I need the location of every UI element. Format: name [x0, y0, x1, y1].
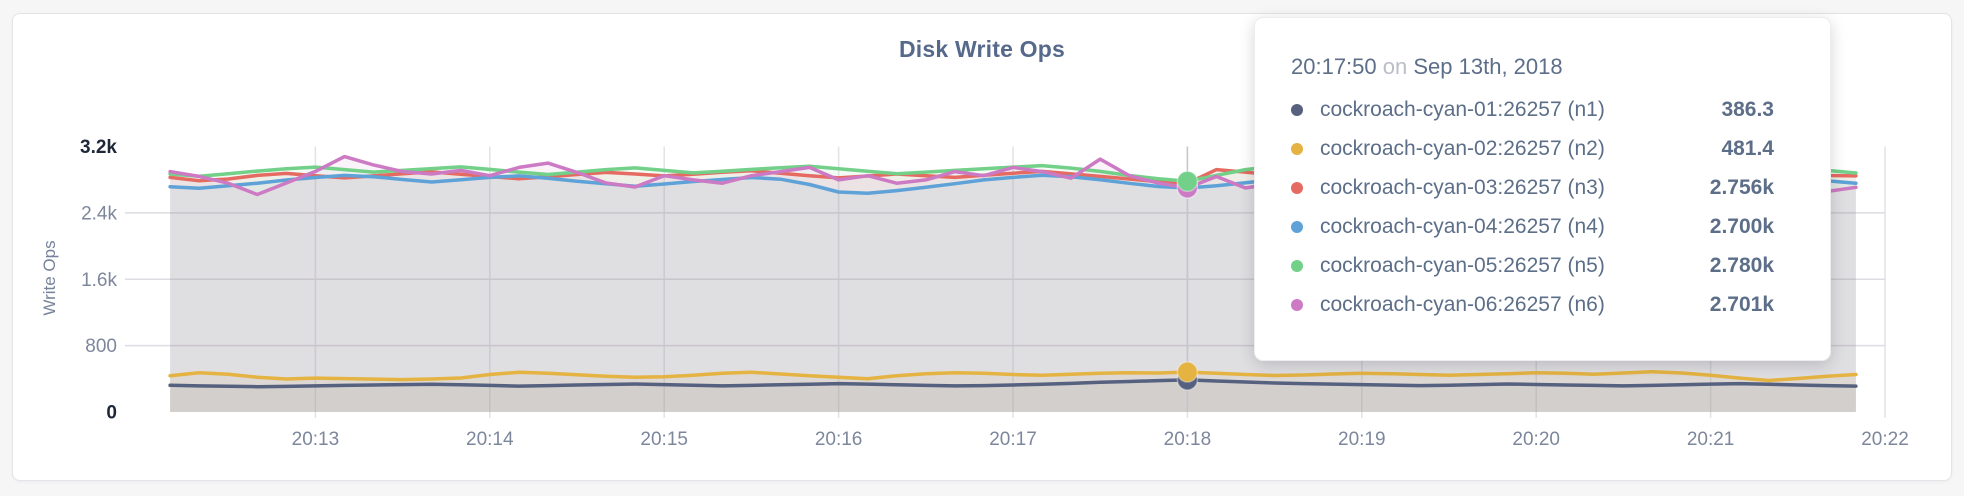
series-line [168, 378, 1858, 389]
x-tick-label: 20:20 [1512, 429, 1560, 450]
series-color-dot [1291, 220, 1303, 233]
tooltip-time: 20:17:50 [1291, 54, 1377, 79]
chart-title: Disk Write Ops [899, 36, 1065, 62]
y-tick-label: 0 [106, 403, 117, 424]
x-tick-label: 20:14 [466, 429, 514, 450]
series-label: cockroach-cyan-05:26257 (n5) [1320, 253, 1605, 277]
series-color-dot [1291, 142, 1303, 155]
x-tick-label: 20:19 [1338, 429, 1386, 450]
series-color-dot [1291, 181, 1303, 194]
x-axis-ticks: 20:13 20:14 20:15 20:16 20:17 20:18 20:19 20:20… [292, 429, 1909, 450]
y-axis-ticks: 0 800 1.6k 2.4k 3.2k [80, 137, 117, 424]
series-label: cockroach-cyan-06:26257 (n6) [1320, 292, 1605, 316]
tooltip-row: cockroach-cyan-05:26257 (n5) 2.780k [1291, 246, 1774, 285]
series-label: cockroach-cyan-01:26257 (n1) [1320, 97, 1605, 121]
x-tick-label: 20:17 [989, 429, 1037, 450]
tooltip-row: cockroach-cyan-02:26257 (n2) 481.4 [1291, 129, 1774, 168]
y-tick-label: 800 [85, 336, 117, 357]
tooltip-row: cockroach-cyan-03:26257 (n3) 2.756k [1291, 168, 1774, 207]
x-tick-label: 20:18 [1164, 429, 1212, 450]
y-tick-label: 2.4k [81, 203, 117, 224]
x-tick-label: 20:13 [292, 429, 340, 450]
series-color-dot [1291, 103, 1303, 116]
series-value: 481.4 [1721, 136, 1774, 160]
series-value: 2.780k [1709, 253, 1774, 277]
tooltip-row: cockroach-cyan-04:26257 (n4) 2.700k [1291, 207, 1774, 246]
series-color-dot [1291, 259, 1303, 272]
tooltip-date: Sep 13th, 2018 [1413, 54, 1563, 79]
series-value: 2.756k [1709, 175, 1774, 199]
hover-dot [1176, 170, 1199, 193]
x-tick-label: 20:16 [815, 429, 863, 450]
y-tick-label: 1.6k [81, 270, 117, 291]
series-area [170, 371, 1856, 412]
tooltip-conjunction: on [1382, 54, 1408, 79]
series-label: cockroach-cyan-02:26257 (n2) [1320, 136, 1605, 160]
x-tick-label: 20:15 [640, 429, 688, 450]
series-value: 2.700k [1709, 214, 1774, 238]
series-color-dot [1291, 298, 1303, 311]
hover-tooltip: 20:17:50 on Sep 13th, 2018 cockroach-cya… [1254, 17, 1831, 361]
hover-dot [1176, 361, 1199, 383]
chart-card: Disk Write Ops Write Ops 0 800 1.6k 2.4k 3.2… [12, 13, 1952, 481]
series-line [168, 369, 1858, 383]
x-tick-label: 20:21 [1687, 429, 1735, 450]
series-value: 2.701k [1709, 292, 1774, 316]
x-tick-label: 20:22 [1861, 429, 1909, 450]
hover-dots [1176, 170, 1199, 391]
tooltip-title: 20:17:50 on Sep 13th, 2018 [1291, 54, 1774, 80]
series-area [170, 379, 1856, 412]
tooltip-row: cockroach-cyan-01:26257 (n1) 386.3 [1291, 90, 1774, 129]
y-tick-label: 3.2k [80, 137, 117, 158]
series-label: cockroach-cyan-04:26257 (n4) [1320, 214, 1605, 238]
tooltip-row: cockroach-cyan-06:26257 (n6) 2.701k [1291, 285, 1774, 324]
tooltip-rows: cockroach-cyan-01:26257 (n1) 386.3 cockroa… [1291, 90, 1774, 324]
series-value: 386.3 [1721, 97, 1774, 121]
series-label: cockroach-cyan-03:26257 (n3) [1320, 175, 1605, 199]
